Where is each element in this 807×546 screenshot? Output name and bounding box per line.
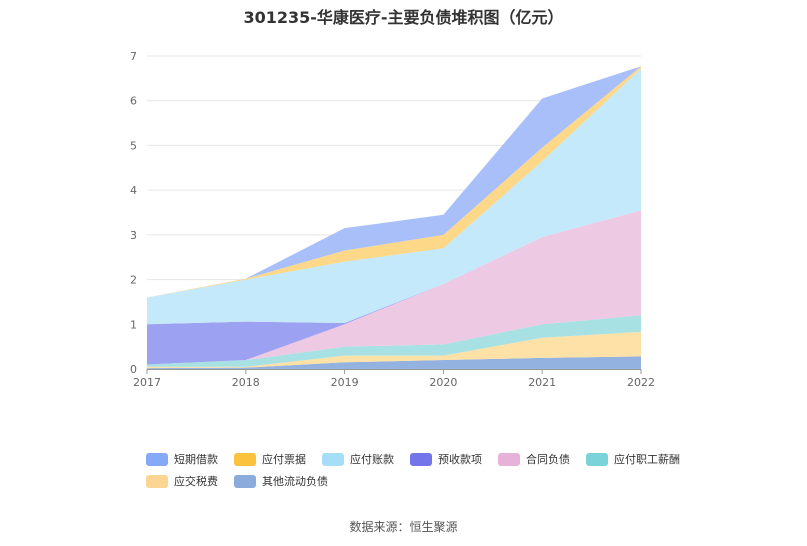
x-tick-label: 2019 (331, 376, 359, 389)
area-应交税费 (147, 331, 641, 369)
legend-item[interactable]: 其他流动负债 (234, 473, 328, 489)
legend-label: 应交税费 (174, 475, 218, 488)
legend-swatch (146, 452, 168, 466)
area-预收款项 (147, 210, 641, 365)
legend-swatch (322, 452, 344, 466)
legend-row: 应交税费 其他流动负债 (146, 470, 706, 492)
legend-item[interactable]: 应交税费 (146, 473, 218, 489)
y-tick-label: 6 (130, 95, 137, 108)
x-tick-label: 2020 (429, 376, 457, 389)
y-tick-label: 2 (130, 274, 137, 287)
legend-item[interactable]: 预收款项 (410, 451, 482, 467)
legend-label: 短期借款 (174, 453, 218, 466)
y-tick-label: 7 (130, 50, 137, 63)
legend-item[interactable]: 应付职工薪酬 (586, 451, 680, 467)
y-tick-label: 1 (130, 318, 137, 331)
legend-label: 应付账款 (350, 453, 394, 466)
legend-item[interactable]: 应付票据 (234, 451, 306, 467)
area-应付职工薪酬 (147, 315, 641, 367)
area-应付票据 (147, 66, 641, 298)
x-tick-label: 2021 (528, 376, 556, 389)
legend-label: 合同负债 (526, 453, 570, 466)
area-series (147, 66, 641, 369)
x-tick-label: 2017 (133, 376, 161, 389)
chart-title: 301235-华康医疗-主要负债堆积图（亿元） (243, 8, 564, 27)
x-tick-label: 2018 (232, 376, 260, 389)
legend-label: 其他流动负债 (262, 475, 328, 488)
area-应付账款 (147, 68, 641, 325)
legend-swatch (234, 452, 256, 466)
y-tick-label: 3 (130, 229, 137, 242)
legend-item[interactable]: 应付账款 (322, 451, 394, 467)
data-source: 数据来源：恒生聚源 (349, 520, 458, 534)
legend-swatch (410, 452, 432, 466)
legend-swatch (586, 452, 608, 466)
axes: 0 1 2 3 4 5 6 7 2017 2018 2019 2020 2021 2022 (130, 50, 655, 389)
legend-swatch (498, 452, 520, 466)
y-tick-label: 4 (130, 184, 137, 197)
legend-label: 应付职工薪酬 (614, 453, 680, 466)
legend-item[interactable]: 合同负债 (498, 451, 570, 467)
legend-swatch (234, 474, 256, 488)
legend-item[interactable]: 短期借款 (146, 451, 218, 467)
stacked-area-chart: 0 1 2 3 4 5 6 7 2017 2018 2019 2020 2021 2022 (130, 50, 655, 389)
legend-label: 应付票据 (262, 453, 306, 466)
legend-row: 短期借款 应付票据 应付账款 预收款项 合同负债 应付职工薪酬 (146, 448, 706, 470)
x-tick-label: 2022 (627, 376, 655, 389)
area-其他流动负债 (147, 356, 641, 369)
chart-legend: 短期借款 应付票据 应付账款 预收款项 合同负债 应付职工薪酬 应交税费 (146, 448, 706, 492)
legend-label: 预收款项 (438, 453, 482, 466)
legend-swatch (146, 474, 168, 488)
area-短期借款 (147, 66, 641, 298)
y-tick-label: 5 (130, 139, 137, 152)
y-tick-label: 0 (130, 363, 137, 376)
